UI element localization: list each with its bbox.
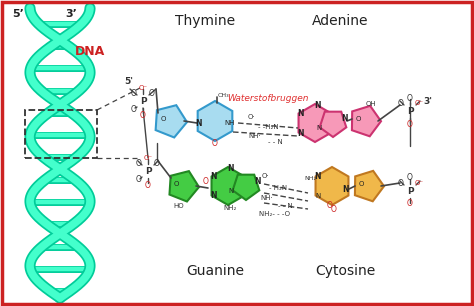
Text: HO: HO bbox=[173, 203, 184, 209]
Text: N: N bbox=[298, 129, 304, 137]
Text: - - N: - - N bbox=[268, 139, 283, 145]
Text: P: P bbox=[407, 106, 413, 115]
Text: O: O bbox=[356, 116, 361, 122]
Text: - - N: - - N bbox=[278, 203, 292, 209]
Text: N: N bbox=[342, 114, 348, 122]
Text: N: N bbox=[315, 100, 321, 110]
Text: - -H₂N: - -H₂N bbox=[258, 124, 278, 130]
Text: Adenine: Adenine bbox=[312, 14, 368, 28]
Text: O: O bbox=[331, 206, 337, 215]
Text: NH·: NH· bbox=[261, 195, 273, 201]
Polygon shape bbox=[233, 175, 259, 200]
Text: O: O bbox=[407, 94, 413, 103]
Text: N: N bbox=[228, 163, 234, 173]
Text: O·: O· bbox=[247, 114, 255, 120]
Text: OH: OH bbox=[365, 101, 376, 107]
Text: N: N bbox=[195, 118, 201, 128]
Polygon shape bbox=[316, 167, 348, 205]
Text: - H₂N: - H₂N bbox=[269, 185, 287, 191]
Text: O: O bbox=[131, 105, 137, 114]
Text: O: O bbox=[327, 201, 333, 211]
Text: N: N bbox=[228, 188, 234, 194]
Text: O: O bbox=[136, 174, 142, 184]
Text: O·: O· bbox=[261, 173, 269, 179]
Text: O: O bbox=[154, 159, 160, 167]
Text: P: P bbox=[407, 186, 413, 196]
Text: 3’: 3’ bbox=[65, 9, 77, 19]
Text: N: N bbox=[343, 185, 349, 193]
Text: O: O bbox=[136, 159, 142, 167]
Text: O: O bbox=[140, 110, 146, 120]
Text: 5’: 5’ bbox=[12, 9, 24, 19]
Bar bbox=[25, 110, 97, 158]
Text: O: O bbox=[398, 99, 404, 107]
Text: Thymine: Thymine bbox=[175, 14, 235, 28]
Polygon shape bbox=[319, 112, 346, 137]
Polygon shape bbox=[355, 171, 384, 201]
Text: N: N bbox=[315, 171, 321, 181]
Text: NH₂- - -O: NH₂- - -O bbox=[259, 211, 291, 217]
Polygon shape bbox=[198, 101, 232, 141]
Text: O: O bbox=[145, 181, 151, 189]
Text: N: N bbox=[316, 125, 322, 131]
Text: N: N bbox=[298, 109, 304, 118]
Text: DNA: DNA bbox=[75, 44, 105, 58]
Text: O⁻: O⁻ bbox=[138, 85, 147, 91]
Text: Guanine: Guanine bbox=[186, 264, 244, 278]
Text: 5': 5' bbox=[125, 76, 134, 85]
Text: CH₃: CH₃ bbox=[217, 92, 229, 98]
Text: 3': 3' bbox=[423, 96, 432, 106]
Text: O⁻: O⁻ bbox=[144, 155, 153, 161]
Text: P: P bbox=[140, 96, 146, 106]
Polygon shape bbox=[299, 104, 331, 142]
Text: O: O bbox=[203, 177, 209, 185]
Text: NH₂: NH₂ bbox=[223, 205, 237, 211]
Text: NH: NH bbox=[225, 120, 235, 126]
Polygon shape bbox=[170, 171, 199, 202]
Text: N: N bbox=[211, 171, 217, 181]
Text: NH·: NH· bbox=[249, 133, 261, 139]
Text: O: O bbox=[212, 139, 218, 147]
Text: Cytosine: Cytosine bbox=[315, 264, 375, 278]
Text: O: O bbox=[407, 200, 413, 208]
Text: NH₂: NH₂ bbox=[304, 176, 316, 181]
Polygon shape bbox=[352, 106, 381, 136]
Text: O: O bbox=[149, 88, 155, 98]
Text: O: O bbox=[407, 174, 413, 182]
Text: Waterstofbruggen: Waterstofbruggen bbox=[227, 94, 309, 103]
Text: O: O bbox=[131, 88, 137, 98]
Text: O: O bbox=[358, 181, 364, 187]
Text: O⁻: O⁻ bbox=[414, 180, 424, 186]
Text: O: O bbox=[407, 120, 413, 129]
Text: N: N bbox=[315, 193, 320, 199]
Polygon shape bbox=[211, 167, 245, 205]
Polygon shape bbox=[155, 105, 187, 137]
Text: O: O bbox=[173, 181, 179, 187]
Text: O: O bbox=[398, 178, 404, 188]
Text: P: P bbox=[145, 166, 151, 176]
Text: O: O bbox=[160, 116, 166, 122]
Text: N: N bbox=[211, 192, 217, 200]
Text: N: N bbox=[255, 177, 261, 185]
Text: O⁻: O⁻ bbox=[414, 100, 424, 106]
